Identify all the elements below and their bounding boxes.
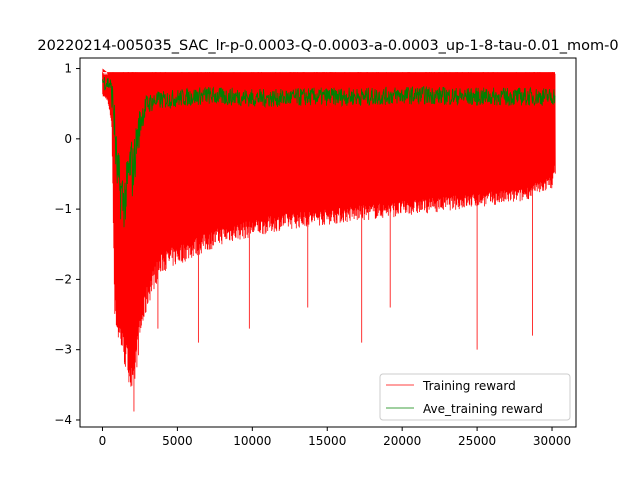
- y-axis: 1 0 −1 −2 −3 −4: [54, 62, 80, 427]
- y-tick-label-2: −1: [54, 202, 72, 216]
- y-tick-label-1: 0: [64, 132, 72, 146]
- x-tick-label-20000: 20000: [383, 434, 421, 448]
- legend-label-training-reward: Training reward: [422, 379, 516, 393]
- x-tick-label-0: 0: [99, 434, 107, 448]
- y-tick-label-4: −3: [54, 343, 72, 357]
- ave-training-reward-line: [102, 77, 556, 228]
- x-tick-label-25000: 25000: [458, 434, 496, 448]
- chart-title: 20220214-005035_SAC_lr-p-0.0003-Q-0.0003…: [37, 38, 618, 54]
- axes-frame: [79, 57, 577, 428]
- legend: Training reward Ave_training reward: [379, 373, 571, 421]
- x-tick-label-5000: 5000: [162, 434, 193, 448]
- x-tick-label-30000: 30000: [533, 434, 571, 448]
- training-reward-band: [102, 68, 555, 258]
- y-tick-label-3: −2: [54, 272, 72, 286]
- plot-area: [102, 68, 556, 412]
- x-tick-label-15000: 15000: [308, 434, 346, 448]
- legend-box: [379, 373, 571, 421]
- y-tick-label-5: −4: [54, 413, 72, 427]
- legend-label-ave-training-reward: Ave_training reward: [423, 402, 543, 416]
- y-tick-label-0: 1: [64, 62, 72, 76]
- x-tick-label-10000: 10000: [233, 434, 271, 448]
- x-axis: 0 5000 10000 15000 20000 25000 30000: [99, 427, 571, 448]
